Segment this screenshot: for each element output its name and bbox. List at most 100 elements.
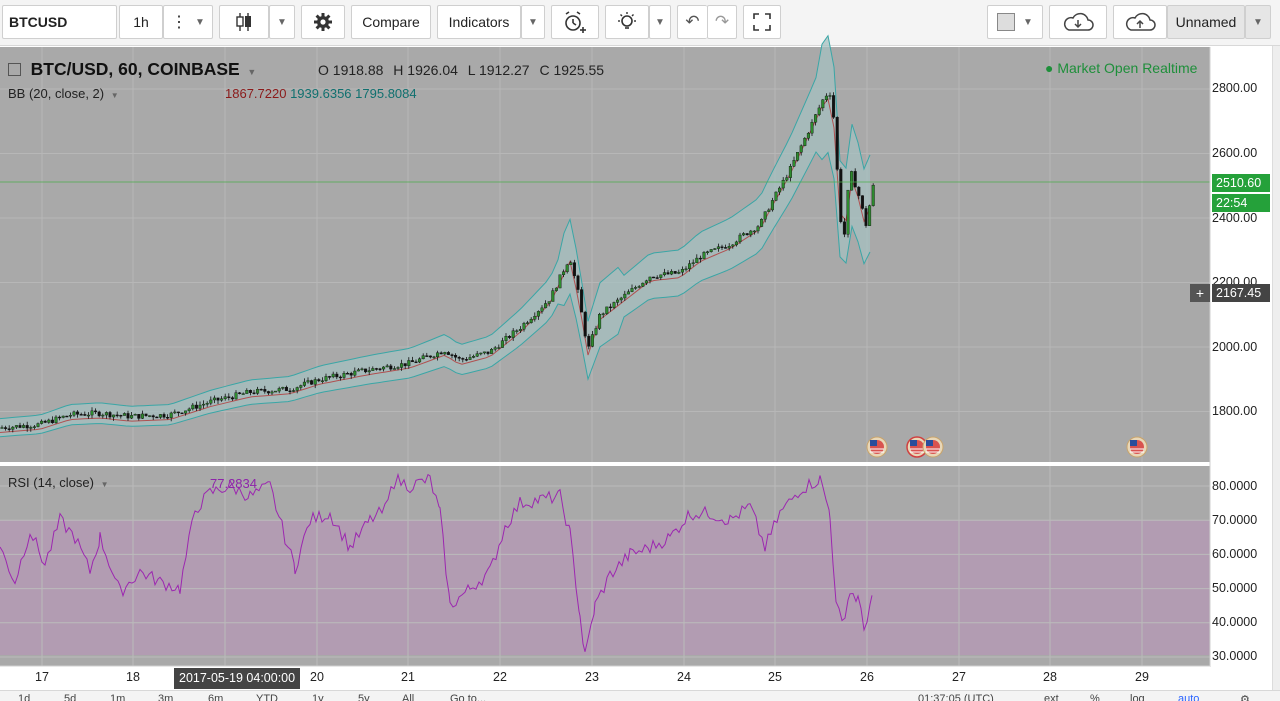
bb-legend[interactable]: BB (20, close, 2) ▼ [8, 86, 119, 101]
range-1y[interactable]: 1y [312, 693, 324, 701]
ideas-menu-button[interactable]: ▼ [649, 5, 671, 39]
range-all[interactable]: All [402, 693, 415, 701]
low-label: L [467, 62, 476, 78]
realtime-label: Realtime [1142, 60, 1198, 76]
rsi-tick: 30.0000 [1212, 649, 1258, 663]
price-axis-bg[interactable] [1210, 47, 1272, 667]
load-chart-button[interactable] [1049, 5, 1107, 39]
last-price-tag: 2510.60 [1212, 174, 1270, 192]
alarm-add-icon [565, 11, 586, 33]
rsi-pane[interactable] [0, 466, 1210, 666]
range-5y[interactable]: 5y [358, 693, 370, 701]
rsi-tick: 70.0000 [1212, 513, 1258, 527]
ohlc-values: O 1918.88 H 1926.04 L 1912.27 C 1925.55 [318, 62, 604, 78]
bulb-icon [618, 12, 636, 29]
layout-menu-button[interactable]: ▼ [1245, 5, 1271, 39]
high-value: 1926.04 [407, 62, 458, 78]
interval-menu-button[interactable]: ⋮ ▼ [163, 5, 213, 39]
time-tick: 28 [1043, 670, 1057, 684]
series-title: BTC/USD, 60, COINBASE [30, 59, 240, 79]
low-value: 1912.27 [478, 62, 530, 78]
range-3m[interactable]: 3m [158, 693, 174, 701]
chevron-down-icon: ▼ [655, 16, 665, 28]
rsi-label: RSI (14, close) [8, 475, 94, 490]
chevron-down-icon: ▼ [277, 16, 287, 28]
save-chart-button[interactable] [1113, 5, 1167, 39]
rsi-tick: 60.0000 [1212, 547, 1258, 561]
time-tick: 22 [493, 670, 507, 684]
ext-toggle[interactable]: ext [1044, 693, 1059, 701]
chevron-down-icon: ▼ [195, 16, 205, 28]
indicators-menu-button[interactable]: ▼ [521, 5, 545, 39]
time-tick: 20 [310, 670, 324, 684]
undo-button[interactable]: ↶ [677, 5, 707, 39]
event-markers [866, 436, 1148, 458]
range-1d[interactable]: 1d [18, 693, 31, 701]
log-toggle[interactable]: log [1130, 693, 1145, 701]
price-tick: 1800.00 [1212, 404, 1258, 418]
time-tick: 25 [768, 670, 782, 684]
top-toolbar: BTCUSD 1h ⋮ ▼ ▼ Compare Indicators [0, 0, 1280, 46]
time-tick: 21 [401, 670, 415, 684]
range-6m[interactable]: 6m [208, 693, 224, 701]
us-flag-event-icon[interactable] [866, 436, 888, 458]
alert-button[interactable] [551, 5, 599, 39]
range-ytd[interactable]: YTD [256, 693, 278, 701]
redo-button[interactable]: ↷ [707, 5, 737, 39]
us-flag-event-icon[interactable] [906, 436, 928, 458]
crosshair-plus-icon[interactable]: + [1190, 284, 1210, 302]
chevron-down-icon[interactable]: ▼ [100, 480, 109, 489]
settings-button[interactable] [301, 5, 345, 39]
chart-style-menu-button[interactable]: ▼ [269, 5, 295, 39]
collapse-icon[interactable] [8, 63, 21, 76]
symbol-legend[interactable]: BTC/USD, 60, COINBASE ▼ [8, 59, 256, 80]
us-flag-event-icon[interactable] [1126, 436, 1148, 458]
utc-clock[interactable]: 01:37:05 (UTC) [918, 693, 994, 701]
bollinger-lower-line [0, 151, 871, 438]
percent-toggle[interactable]: % [1090, 693, 1100, 701]
bb-upper-value: 1939.6356 [290, 86, 352, 101]
rsi-legend[interactable]: RSI (14, close) ▼ [8, 475, 109, 490]
cloud-upload-icon [1125, 12, 1156, 31]
ideas-button[interactable] [605, 5, 649, 39]
open-label: O [318, 62, 329, 78]
right-scrollbar[interactable] [1272, 46, 1280, 690]
layout-name-button[interactable]: Unnamed [1167, 5, 1245, 39]
bb-basis-value: 1867.7220 [225, 86, 287, 101]
chevron-down-icon[interactable]: ▼ [110, 91, 119, 100]
indicators-button[interactable]: Indicators [437, 5, 521, 39]
fullscreen-button[interactable] [743, 5, 781, 39]
market-status-label: Market Open [1057, 60, 1139, 76]
time-tick: 18 [126, 670, 140, 684]
rsi-tick: 50.0000 [1212, 581, 1258, 595]
gear-icon[interactable]: ⚙ [1240, 694, 1250, 701]
redo-icon: ↷ [714, 12, 730, 31]
drawing-color-button[interactable]: ▼ [987, 5, 1043, 39]
goto-button[interactable]: Go to... [450, 693, 487, 701]
fullscreen-icon [753, 13, 771, 31]
chart-style-button[interactable] [219, 5, 269, 39]
bb-lower-value: 1795.8084 [355, 86, 417, 101]
range-5d[interactable]: 5d [64, 693, 77, 701]
color-swatch [997, 13, 1016, 31]
range-1m[interactable]: 1m [110, 693, 126, 701]
main-pane[interactable] [0, 34, 1210, 462]
status-dot-icon: ● [1045, 60, 1054, 76]
compare-button[interactable]: Compare [351, 5, 431, 39]
auto-toggle[interactable]: auto [1178, 693, 1200, 701]
rsi-value: 77.2834 [210, 476, 257, 491]
us-flag-event-icon[interactable] [922, 436, 944, 458]
time-tick: 17 [35, 670, 49, 684]
price-tick: 2000.00 [1212, 340, 1258, 354]
interval-label: 1h [133, 14, 149, 30]
time-tick: 27 [952, 670, 966, 684]
gear-icon [314, 13, 332, 31]
symbol-search-button[interactable]: BTCUSD [2, 5, 117, 39]
candles [0, 92, 875, 433]
time-tick: 26 [860, 670, 874, 684]
market-status[interactable]: ● Market Open Realtime [1045, 60, 1197, 76]
chevron-down-icon[interactable]: ▼ [247, 67, 257, 77]
interval-button[interactable]: 1h [119, 5, 163, 39]
compare-label: Compare [362, 14, 420, 30]
